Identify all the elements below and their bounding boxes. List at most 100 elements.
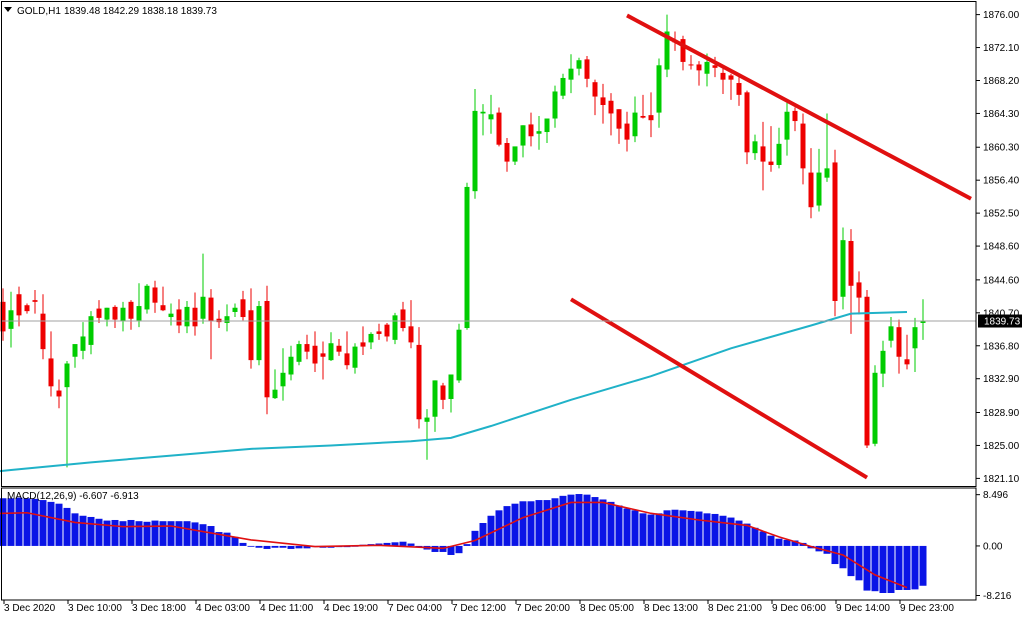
dropdown-triangle-icon[interactable] bbox=[4, 7, 12, 12]
trendline-lower[interactable] bbox=[569, 297, 869, 480]
candle[interactable] bbox=[160, 286, 166, 312]
symbol-header[interactable]: GOLD,H1 1839.48 1842.29 1838.18 1839.73 bbox=[4, 6, 217, 17]
candle[interactable] bbox=[544, 118, 550, 144]
candle[interactable] bbox=[408, 300, 414, 349]
candle[interactable] bbox=[832, 149, 838, 317]
candle[interactable] bbox=[200, 253, 206, 324]
candle[interactable] bbox=[480, 104, 486, 136]
candle[interactable] bbox=[696, 61, 702, 86]
candle[interactable] bbox=[824, 113, 830, 182]
candle[interactable] bbox=[368, 332, 374, 350]
candle[interactable] bbox=[736, 77, 742, 106]
candle[interactable] bbox=[680, 35, 686, 71]
candle[interactable] bbox=[88, 311, 94, 355]
candle[interactable] bbox=[776, 127, 782, 169]
candle[interactable] bbox=[576, 57, 582, 76]
candle[interactable] bbox=[120, 301, 126, 332]
candle[interactable] bbox=[592, 79, 598, 116]
candle[interactable] bbox=[816, 148, 822, 212]
candle[interactable] bbox=[744, 90, 750, 165]
candle[interactable] bbox=[424, 409, 430, 460]
candle[interactable] bbox=[848, 229, 854, 334]
candle[interactable] bbox=[488, 94, 494, 134]
candle[interactable] bbox=[0, 288, 6, 341]
candle[interactable] bbox=[32, 290, 38, 314]
candle[interactable] bbox=[864, 290, 870, 448]
candle[interactable] bbox=[632, 96, 638, 143]
candle[interactable] bbox=[48, 331, 54, 397]
candle[interactable] bbox=[112, 305, 118, 329]
candle[interactable] bbox=[56, 379, 62, 409]
candle[interactable] bbox=[664, 14, 670, 78]
candle[interactable] bbox=[624, 111, 630, 152]
candle[interactable] bbox=[128, 300, 134, 330]
candle[interactable] bbox=[328, 332, 334, 361]
candle[interactable] bbox=[80, 322, 86, 360]
candle[interactable] bbox=[272, 369, 278, 399]
candle[interactable] bbox=[880, 340, 886, 388]
candle[interactable] bbox=[448, 374, 454, 413]
candle[interactable] bbox=[320, 341, 326, 380]
candle[interactable] bbox=[192, 292, 198, 336]
candle[interactable] bbox=[648, 92, 654, 138]
candle[interactable] bbox=[16, 286, 22, 327]
candle[interactable] bbox=[104, 307, 110, 327]
candle[interactable] bbox=[304, 334, 310, 360]
candle[interactable] bbox=[760, 121, 766, 191]
candle[interactable] bbox=[248, 288, 254, 369]
candle[interactable] bbox=[896, 319, 902, 374]
candle[interactable] bbox=[808, 148, 814, 219]
candle[interactable] bbox=[688, 55, 694, 70]
candle[interactable] bbox=[240, 290, 246, 321]
candle[interactable] bbox=[912, 317, 918, 372]
candle[interactable] bbox=[560, 73, 566, 100]
candle[interactable] bbox=[360, 326, 366, 356]
candle[interactable] bbox=[520, 125, 526, 158]
candle[interactable] bbox=[640, 94, 646, 119]
price-candles[interactable] bbox=[0, 14, 926, 468]
candle[interactable] bbox=[344, 331, 350, 370]
candle[interactable] bbox=[72, 344, 78, 368]
candle[interactable] bbox=[216, 310, 222, 329]
candle[interactable] bbox=[904, 334, 910, 370]
candle[interactable] bbox=[256, 300, 262, 366]
candle[interactable] bbox=[136, 283, 142, 328]
candle[interactable] bbox=[768, 126, 774, 172]
candle[interactable] bbox=[584, 55, 590, 88]
candle[interactable] bbox=[152, 280, 158, 313]
candle[interactable] bbox=[352, 343, 358, 374]
candle[interactable] bbox=[456, 323, 462, 383]
candle[interactable] bbox=[376, 323, 382, 340]
candle[interactable] bbox=[264, 285, 270, 415]
candle[interactable] bbox=[64, 360, 70, 468]
candle[interactable] bbox=[8, 291, 14, 348]
candle[interactable] bbox=[784, 99, 790, 156]
candle[interactable] bbox=[472, 88, 478, 199]
candle[interactable] bbox=[232, 303, 238, 318]
candle[interactable] bbox=[600, 83, 606, 124]
candle[interactable] bbox=[616, 109, 622, 144]
candle[interactable] bbox=[312, 331, 318, 372]
candle[interactable] bbox=[568, 54, 574, 94]
candle[interactable] bbox=[432, 380, 438, 432]
candle[interactable] bbox=[504, 137, 510, 172]
candle[interactable] bbox=[416, 327, 422, 429]
candle[interactable] bbox=[920, 299, 926, 340]
candle[interactable] bbox=[224, 304, 230, 332]
candle[interactable] bbox=[464, 182, 470, 330]
candle[interactable] bbox=[440, 382, 446, 410]
candle[interactable] bbox=[280, 348, 286, 401]
candle[interactable] bbox=[608, 93, 614, 136]
candle[interactable] bbox=[800, 113, 806, 185]
trendline-upper[interactable] bbox=[626, 13, 972, 201]
candle[interactable] bbox=[392, 312, 398, 345]
candle[interactable] bbox=[336, 339, 342, 356]
candle[interactable] bbox=[656, 58, 662, 128]
candle[interactable] bbox=[496, 107, 502, 147]
candle[interactable] bbox=[528, 112, 534, 147]
candle[interactable] bbox=[728, 73, 734, 100]
candle[interactable] bbox=[168, 303, 174, 326]
candle[interactable] bbox=[288, 345, 294, 381]
candle[interactable] bbox=[872, 365, 878, 447]
